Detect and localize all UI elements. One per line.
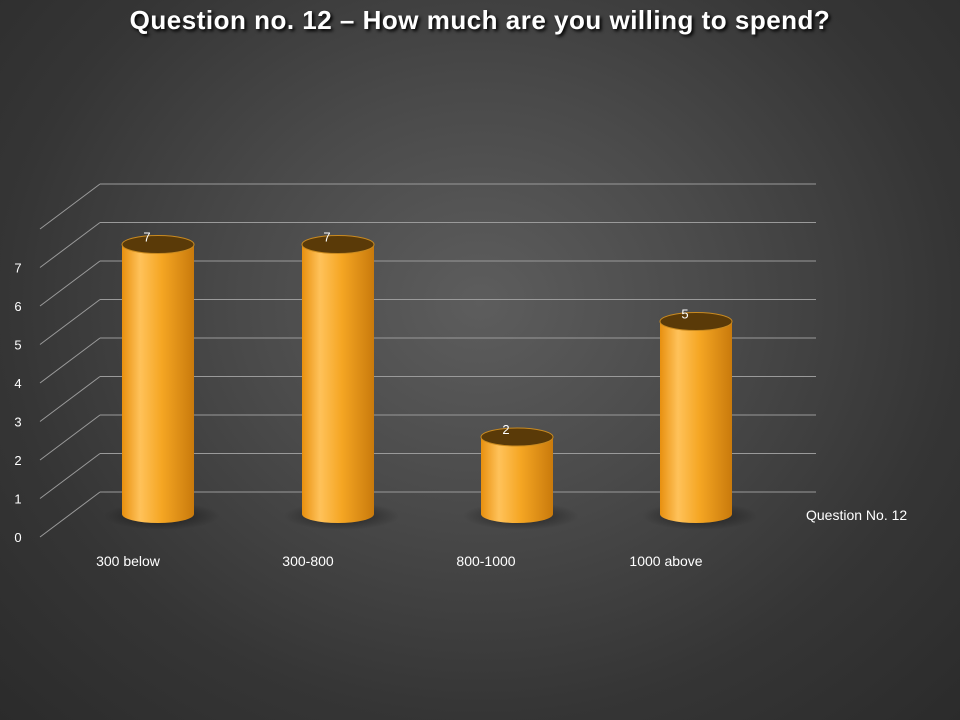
y-tick-label: 7 xyxy=(14,261,21,276)
bar-top xyxy=(480,427,554,447)
gridline-side xyxy=(39,491,101,538)
x-category-label: 1000 above xyxy=(629,553,702,569)
bar-body xyxy=(660,321,732,523)
x-category-label: 800-1000 xyxy=(456,553,515,569)
legend-label: Question No. 12 xyxy=(806,507,907,523)
gridline-side xyxy=(39,337,101,384)
data-label: 2 xyxy=(502,422,509,437)
bar-top xyxy=(659,312,733,331)
x-category-label: 300-800 xyxy=(282,553,334,569)
y-tick-label: 1 xyxy=(14,492,21,507)
bar xyxy=(104,235,220,530)
bar-top xyxy=(301,235,375,254)
y-tick-label: 5 xyxy=(14,338,21,353)
y-tick-label: 2 xyxy=(14,453,21,468)
bar-body xyxy=(122,244,194,523)
data-label: 7 xyxy=(323,230,330,245)
bar xyxy=(642,312,758,530)
chart-title: Question no. 12 – How much are you willi… xyxy=(129,5,831,35)
gridline-side xyxy=(39,299,101,345)
bar-top xyxy=(121,235,195,254)
y-tick-label: 6 xyxy=(14,299,21,314)
bar-body xyxy=(302,244,374,523)
data-label: 5 xyxy=(681,307,688,322)
data-label: 7 xyxy=(143,230,150,245)
gridline-side xyxy=(39,183,101,230)
y-axis-ticks: 0 1 2 3 4 5 6 7 xyxy=(14,261,21,546)
bars: 7 7 2 5 xyxy=(104,230,758,530)
bar xyxy=(284,235,400,530)
y-tick-label: 4 xyxy=(14,376,21,391)
x-axis-labels: 300 below 300-800 800-1000 1000 above xyxy=(96,553,703,569)
bar xyxy=(463,427,579,530)
gridline-side xyxy=(39,453,101,499)
gridline-side xyxy=(39,222,101,268)
gridline-side xyxy=(39,260,101,307)
bar-body xyxy=(481,437,553,523)
y-tick-label: 3 xyxy=(14,415,21,430)
y-tick-label: 0 xyxy=(14,530,21,545)
gridline-side xyxy=(39,414,101,461)
gridline-side xyxy=(39,376,101,422)
x-category-label: 300 below xyxy=(96,553,161,569)
